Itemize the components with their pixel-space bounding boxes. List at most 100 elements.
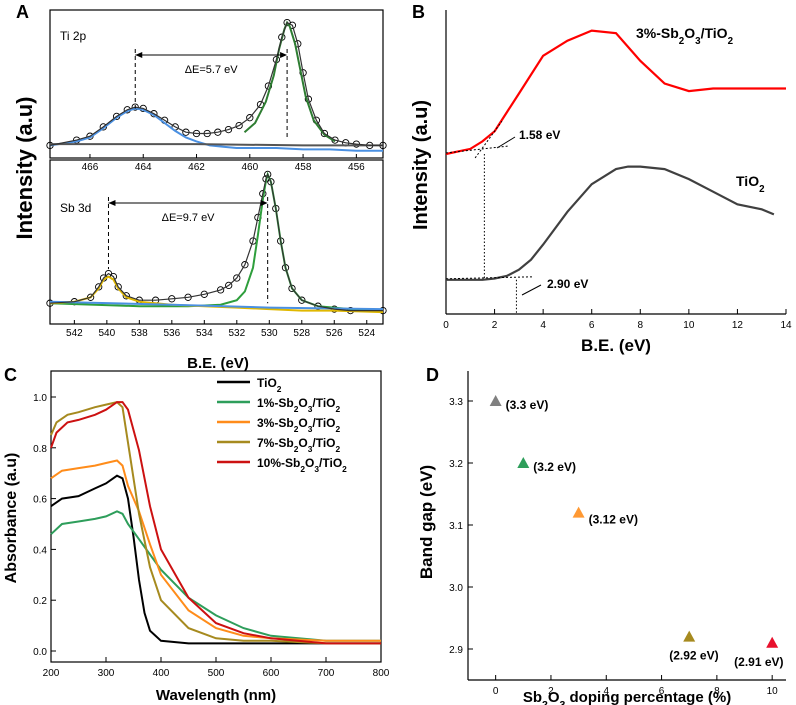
x-tick-label: 4: [540, 320, 546, 331]
x-tick-label: 2: [548, 686, 554, 697]
delta-arrowhead: [108, 200, 116, 206]
x-tick-label: 460: [241, 162, 258, 173]
series-line: [446, 165, 775, 281]
annotation-arrow: [521, 284, 542, 296]
data-point: [298, 296, 306, 304]
x-tick-label: 524: [358, 328, 375, 339]
panel-letter-b: B: [412, 2, 425, 22]
plot-frame: [50, 370, 382, 663]
legend-label: 10%-Sb2O3/TiO2: [257, 456, 347, 474]
x-tick-label: 8: [638, 320, 644, 331]
subplot-frame: [49, 159, 384, 325]
x-tick-label: 536: [163, 328, 180, 339]
y-axis-label: Intensity (a.u): [410, 100, 432, 230]
series-line: [50, 401, 381, 645]
data-point: [225, 281, 233, 290]
x-tick-label: 0: [443, 320, 449, 331]
x-tick-label: 500: [208, 668, 225, 679]
x-axis-label: B.E. (eV): [581, 336, 651, 355]
x-tick-label: 538: [131, 328, 148, 339]
x-tick-label: 10: [683, 320, 695, 331]
series-line: [445, 29, 786, 156]
data-point: [320, 129, 329, 138]
series-line: [243, 20, 336, 143]
legend-label: 3%-Sb2O3/TiO2: [257, 416, 341, 434]
x-tick-label: 8: [714, 686, 720, 697]
onset-guide: [445, 145, 510, 154]
data-point: [489, 395, 502, 406]
x-tick-label: 14: [780, 320, 792, 331]
panel-a: A 466 464 462 460 458 456 Ti 2p ΔE=5.7 eV 542 540 5…: [12, 2, 387, 372]
data-point: [683, 630, 696, 642]
y-tick-label: 0.4: [33, 545, 47, 556]
x-tick-label: 0: [493, 686, 499, 697]
subplot-title: Sb 3d: [60, 201, 91, 215]
panel-letter-d: D: [426, 365, 439, 385]
x-tick-label: 400: [153, 668, 170, 679]
y-axis-label: Intensity (a.u): [12, 96, 37, 239]
x-tick-label: 800: [373, 668, 390, 679]
onset-guide: [474, 120, 503, 159]
delta-arrowhead: [135, 52, 143, 58]
series-line: [50, 510, 381, 642]
x-tick-label: 300: [98, 668, 115, 679]
series-line: [50, 401, 381, 645]
x-axis-label: Sb2O3 doping percentage (%): [523, 689, 731, 705]
x-tick-label: 6: [589, 320, 595, 331]
x-tick-label: 700: [318, 668, 335, 679]
panel-letter-c: C: [4, 365, 17, 385]
x-tick-label: 464: [135, 162, 152, 173]
legend-label: 1%-Sb2O3/TiO2: [257, 396, 341, 414]
y-axis-label: Band gap (eV): [417, 465, 436, 579]
annotation-arrow: [496, 136, 516, 149]
data-point: [241, 261, 249, 269]
x-tick-label: 530: [261, 328, 278, 339]
series-line: [50, 474, 381, 645]
y-axis-label: Absorbance (a.u): [3, 453, 20, 584]
delta-arrowhead: [280, 52, 288, 58]
y-tick-label: 3.2: [449, 459, 463, 470]
subplot-title: Ti 2p: [60, 29, 87, 43]
series-line: [50, 459, 381, 642]
panel-letter-a: A: [16, 2, 29, 22]
series-label-top: 3%-Sb2O3/TiO2: [636, 25, 734, 47]
x-tick-label: 6: [659, 686, 665, 697]
x-tick-label: 200: [43, 668, 60, 679]
data-point: [235, 121, 243, 130]
x-tick-label: 534: [196, 328, 213, 339]
subplot-frame: [49, 9, 384, 159]
delta-arrowhead: [260, 200, 268, 206]
x-tick-label: 526: [326, 328, 343, 339]
data-point: [766, 636, 779, 648]
series-label-bottom: TiO2: [736, 173, 765, 195]
y-tick-label: 0.8: [33, 444, 47, 455]
series-line: [49, 300, 384, 311]
series-line: [49, 107, 383, 152]
point-label: (2.92 eV): [669, 649, 718, 663]
point-label: (2.91 eV): [734, 655, 783, 669]
x-tick-label: 466: [82, 162, 99, 173]
data-point: [216, 286, 225, 294]
y-tick-label: 3.3: [449, 397, 463, 408]
y-tick-label: 0.0: [33, 647, 47, 658]
x-tick-label: 532: [228, 328, 245, 339]
point-label: (3.3 eV): [506, 398, 549, 412]
x-axis-label: Wavelength (nm): [156, 687, 276, 704]
x-axis-label: B.E. (eV): [187, 355, 249, 372]
y-tick-label: 2.9: [449, 645, 463, 656]
x-tick-label: 540: [99, 328, 116, 339]
envelope-line: [49, 21, 383, 146]
x-tick-label: 4: [603, 686, 609, 697]
data-point: [95, 283, 103, 291]
panel-c: C 200 300 400 500 600 700 800 0.0 0.2 0.4 0.6 0.8 1.0…: [3, 365, 390, 704]
series-line: [50, 143, 383, 147]
panel-d: D 0 2 4 6 8 10 2.9 3.0 3.1 3.2 3.3 (3.3 eV) (3.2 eV) (…: [417, 365, 786, 705]
x-tick-label: 542: [66, 328, 83, 339]
y-tick-label: 3.0: [449, 583, 463, 594]
x-tick-label: 10: [767, 686, 779, 697]
x-tick-label: 600: [263, 668, 280, 679]
data-point: [246, 114, 254, 122]
data-point: [224, 125, 233, 134]
annotation-label: 2.90 eV: [547, 277, 588, 291]
